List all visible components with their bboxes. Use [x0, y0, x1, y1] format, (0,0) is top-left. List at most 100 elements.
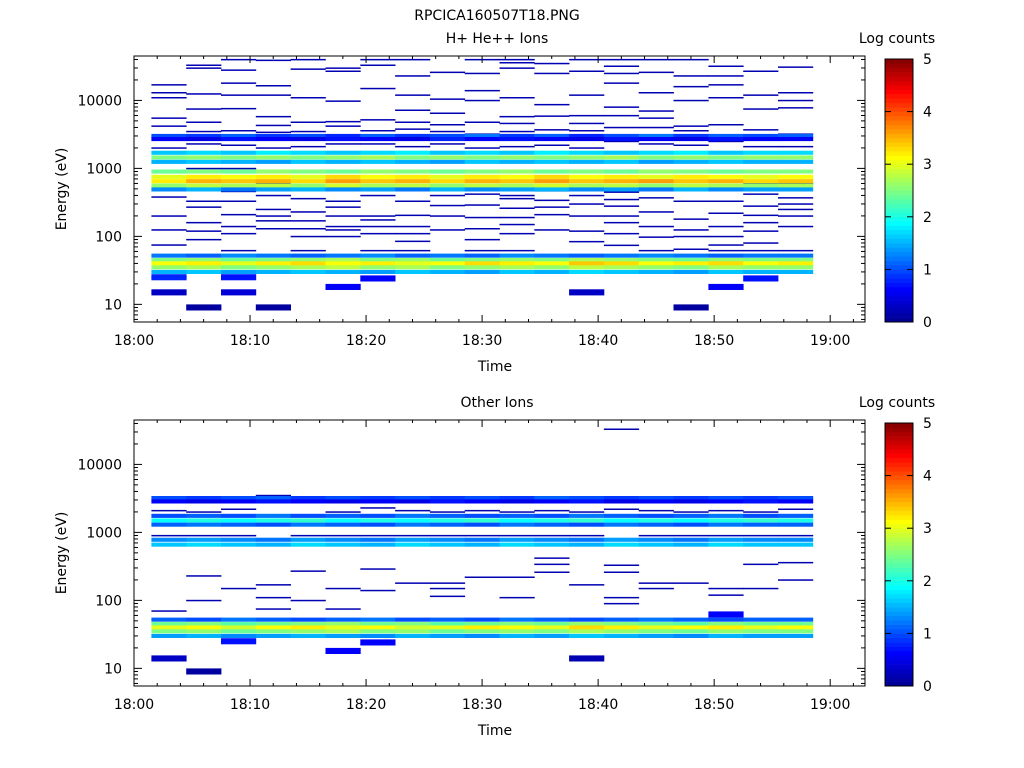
band-cell: [743, 253, 779, 258]
band-cell: [638, 625, 674, 630]
band-cell: [569, 183, 605, 188]
band-cell: [429, 499, 466, 504]
band-cell: [255, 617, 291, 622]
band-cell: [221, 261, 257, 266]
band-cell: [360, 133, 396, 138]
sparse-cell: [464, 228, 500, 230]
band-cell: [255, 169, 291, 174]
sparse-cell: [534, 206, 570, 208]
sparse-cell: [395, 109, 431, 111]
band-cell: [534, 499, 570, 504]
band-cell: [499, 265, 535, 270]
sparse-cell: [708, 235, 744, 238]
x-axis-label: Time: [477, 723, 512, 739]
band-cell: [778, 265, 814, 270]
y-tick-label: 100: [95, 593, 122, 609]
sparse-cell: [325, 235, 361, 238]
band-cell: [708, 169, 744, 174]
colorbar-segment: [885, 208, 913, 213]
colorbar-segment: [885, 129, 913, 134]
sparse-cell: [186, 238, 222, 241]
band-cell: [464, 253, 500, 258]
sparse-cell: [325, 229, 361, 231]
band-cell: [673, 499, 709, 504]
band-cell: [464, 625, 500, 630]
band-cell: [743, 155, 779, 160]
band-cell: [743, 133, 779, 138]
band-cell: [360, 537, 396, 542]
band-cell: [778, 150, 814, 155]
colorbar-segment: [885, 449, 913, 454]
band-cell: [325, 265, 361, 270]
band-cell: [673, 542, 709, 547]
sparse-cell: [429, 229, 466, 231]
band-cell: [290, 617, 326, 622]
band-cell: [255, 522, 291, 527]
band-cell: [186, 518, 222, 523]
band-cell: [221, 617, 257, 622]
band-cell: [290, 513, 326, 518]
sparse-cell: [499, 194, 535, 197]
band-cell: [778, 133, 814, 138]
band-cell: [221, 633, 257, 638]
band-cell: [708, 621, 744, 626]
sparse-cell: [673, 200, 709, 202]
y-tick-label: 1000: [86, 161, 122, 177]
x-tick-label: 19:00: [810, 333, 850, 349]
sparse-cell: [743, 230, 779, 232]
band-cell: [255, 187, 291, 192]
sparse-cell: [429, 98, 466, 100]
sparse-cell: [464, 193, 500, 195]
band-cell: [221, 518, 257, 523]
colorbar-segment: [885, 115, 913, 121]
colorbar-segment: [885, 501, 913, 507]
band-cell: [151, 537, 187, 542]
colorbar-segment: [885, 624, 913, 630]
sparse-cell: [638, 236, 674, 238]
sparse-cell: [429, 582, 466, 584]
sparse-cell: [360, 143, 396, 145]
colorbar-segment: [885, 308, 913, 314]
low-energy-cell: [325, 647, 361, 654]
band-cell: [569, 522, 605, 527]
band-cell: [603, 496, 640, 501]
band-cell: [534, 159, 570, 164]
band-cell: [673, 513, 709, 518]
band-cell: [638, 522, 674, 527]
sparse-cell: [221, 94, 257, 96]
x-tick-label: 18:40: [578, 697, 618, 713]
sparse-cell: [395, 249, 431, 252]
colorbar-segment: [885, 273, 913, 279]
band-cell: [429, 629, 466, 634]
band-cell: [673, 625, 709, 630]
sparse-cell: [534, 115, 570, 117]
band-cell: [673, 155, 709, 160]
band-cell: [186, 522, 222, 527]
band-cell: [464, 542, 500, 547]
band-cell: [778, 179, 814, 184]
band-cell: [673, 261, 709, 266]
low-energy-cell: [151, 289, 187, 296]
band-cell: [499, 633, 535, 638]
sparse-cell: [360, 130, 396, 132]
sparse-cell: [603, 126, 640, 129]
sparse-cell: [603, 564, 640, 566]
sparse-cell: [778, 579, 814, 581]
band-cell: [778, 187, 814, 192]
sparse-cell: [255, 494, 291, 497]
band-cell: [395, 513, 431, 518]
band-cell: [255, 133, 291, 138]
band-cell: [290, 496, 326, 501]
sparse-cell: [499, 115, 535, 118]
sparse-cell: [290, 211, 326, 213]
colorbar-segment: [885, 286, 913, 292]
sparse-cell: [743, 242, 779, 244]
sparse-cell: [743, 214, 779, 217]
sparse-cell: [499, 511, 535, 513]
sparse-cell: [221, 144, 257, 146]
colorbar-segment: [885, 536, 913, 542]
band-cell: [743, 183, 779, 188]
sparse-cell: [778, 225, 814, 228]
sparse-cell: [499, 97, 535, 99]
band-cell: [638, 265, 674, 270]
